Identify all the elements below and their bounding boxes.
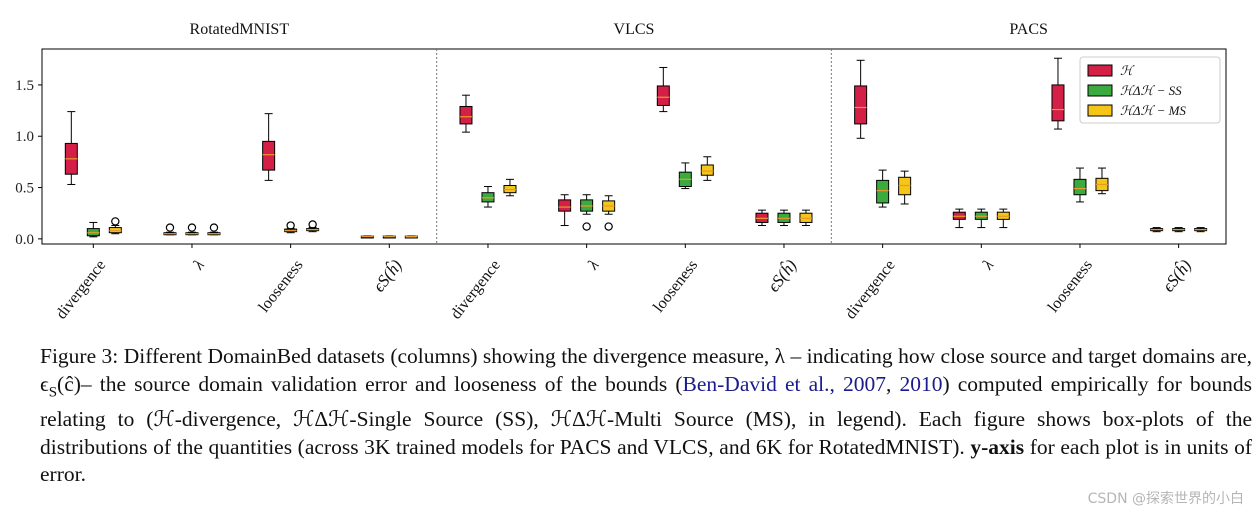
box-iqr [656, 85, 670, 106]
box-outlier [209, 223, 219, 232]
box-outlier [604, 222, 613, 231]
box-outlier [308, 220, 317, 229]
x-tick-label: looseness [1045, 257, 1096, 316]
legend-label: ℋΔℋ − SS [1120, 83, 1182, 98]
x-tick-label: ϵS(ĥ) [1159, 256, 1196, 296]
caption-end: for each plot is in units of error. [40, 434, 1252, 487]
legend-swatch [1087, 104, 1113, 117]
panel-title: PACS [1009, 21, 1048, 38]
x-tick-label: divergence [448, 257, 504, 323]
legend-frame [1079, 56, 1221, 124]
caption-mid: – the source domain validation error and… [80, 371, 683, 396]
citation-link-2007[interactable]: Ben-David et al., 2007 [682, 371, 886, 396]
figure: 0.0 0.5 1.0 1.5 RotatedMNIST divergence λ loose… [15, 21, 1227, 323]
watermark: CSDN @探索世界的小白 [1087, 491, 1244, 507]
caption-rest: ) computed empirically for bounds relati… [40, 371, 1252, 459]
legend-label: ℋΔℋ − MS [1120, 103, 1186, 118]
x-tick-label: looseness [255, 257, 306, 316]
citation-link-2010[interactable]: 2010 [899, 371, 943, 396]
panel-title: RotatedMNIST [190, 21, 290, 38]
box-iqr [1051, 84, 1065, 122]
box-iqr [459, 105, 473, 125]
box-iqr [854, 85, 868, 125]
x-tick-label: ϵS(ĥ) [369, 256, 406, 296]
y-tick-label: 0.5 [15, 181, 34, 197]
panel-title: VLCS [614, 21, 655, 38]
legend-swatch [1087, 84, 1113, 97]
y-tick-label: 1.5 [15, 78, 34, 94]
caption-comma: , [885, 371, 900, 396]
legend-swatch [1087, 64, 1113, 77]
box-outlier [165, 223, 175, 232]
caption-y-axis-bold: y-axis [970, 434, 1025, 459]
x-tick-label: λ [979, 257, 997, 274]
y-tick-label: 0.0 [15, 232, 34, 248]
x-tick-label: divergence [53, 257, 109, 323]
figure-caption: Figure 3: Different DomainBed datasets (… [40, 343, 1252, 489]
x-tick-label: ϵS(ĥ) [764, 256, 801, 296]
box-outlier [111, 217, 120, 226]
axes-frame [41, 48, 1227, 245]
box-iqr [558, 199, 572, 212]
box-iqr [876, 179, 890, 204]
x-tick-label: divergence [842, 257, 898, 323]
caption-eps-sub: S [48, 383, 58, 400]
box-iqr [700, 164, 714, 176]
legend-label: ℋ [1120, 63, 1135, 78]
x-tick-label: λ [190, 257, 208, 274]
box-outlier [187, 223, 197, 232]
box-iqr [1073, 178, 1087, 196]
x-tick-label: looseness [650, 257, 701, 316]
box-outlier [582, 222, 591, 231]
caption-prefix: Figure 3: Different DomainBed datasets (… [40, 344, 1252, 396]
caption-eps-arg: (ĉ) [57, 371, 81, 396]
x-tick-label: λ [584, 257, 602, 274]
box-iqr [262, 140, 276, 171]
box-outlier [286, 221, 295, 230]
box-plot-chart: 0.0 0.5 1.0 1.5 RotatedMNIST divergence λ loose… [15, 21, 1227, 323]
y-tick-label: 1.0 [15, 129, 34, 145]
